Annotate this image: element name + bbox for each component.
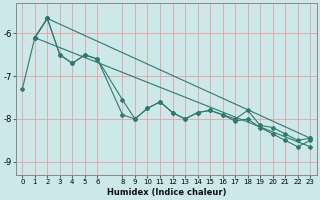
- X-axis label: Humidex (Indice chaleur): Humidex (Indice chaleur): [107, 188, 226, 197]
